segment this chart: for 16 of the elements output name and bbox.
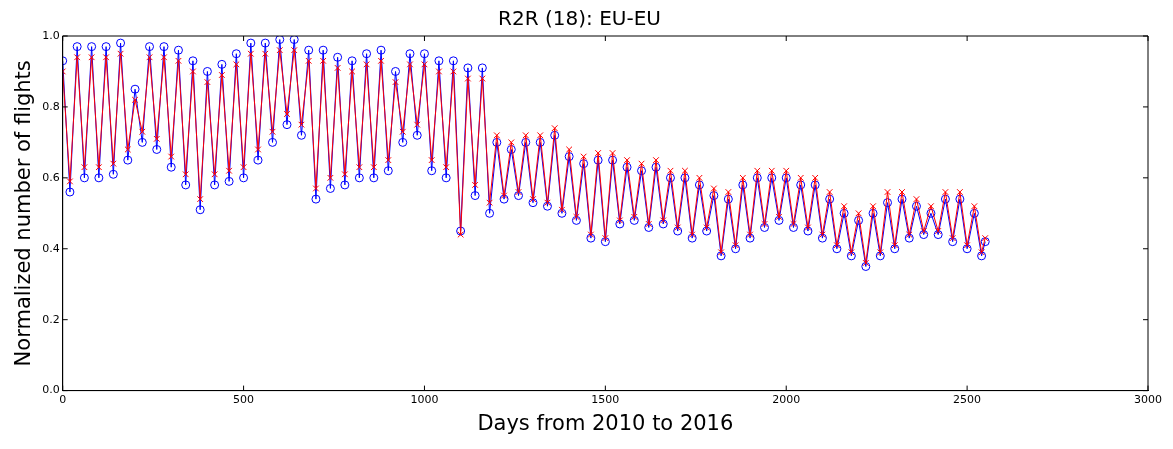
x-tick-label: 1500	[591, 393, 620, 407]
y-tick-label: 0.4	[42, 241, 60, 255]
y-tick-label: 0.8	[42, 99, 60, 113]
x-axis-title: Days from 2010 to 2016	[477, 410, 734, 435]
x-tick-label: 0	[59, 393, 67, 407]
x-tick-label: 2000	[772, 393, 801, 407]
y-tick-label: 0.6	[42, 170, 60, 184]
x-tick-label: 500	[233, 393, 255, 407]
x-tick-label: 3000	[1134, 393, 1162, 407]
chart-title: R2R (18): EU-EU	[498, 6, 661, 31]
y-tick-label: 0.0	[42, 383, 60, 397]
x-tick-label: 2500	[953, 393, 982, 407]
y-tick-label: 0.2	[42, 312, 60, 326]
y-tick-label: 1.0	[42, 28, 60, 42]
x-tick-label: 1000	[410, 393, 439, 407]
y-axis-title: Normalized number of flights	[11, 60, 36, 367]
